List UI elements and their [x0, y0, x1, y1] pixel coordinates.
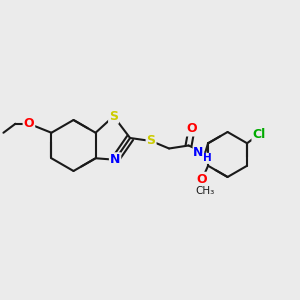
Text: S: S: [147, 134, 156, 148]
Text: N: N: [110, 153, 120, 166]
Text: O: O: [24, 117, 34, 130]
Text: Cl: Cl: [252, 128, 266, 141]
Text: O: O: [186, 122, 197, 136]
Text: H: H: [203, 153, 212, 164]
Text: S: S: [109, 110, 118, 123]
Text: CH₃: CH₃: [196, 186, 215, 196]
Text: N: N: [193, 146, 204, 160]
Text: O: O: [197, 173, 207, 186]
